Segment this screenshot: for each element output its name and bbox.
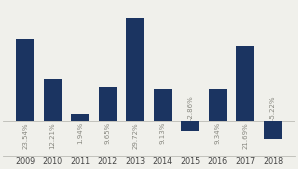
Text: 1.94%: 1.94% (77, 122, 83, 144)
Text: 9.65%: 9.65% (105, 122, 111, 144)
Text: 29.72%: 29.72% (132, 122, 138, 149)
Text: 9.34%: 9.34% (215, 122, 221, 144)
Text: 23.54%: 23.54% (22, 122, 28, 149)
Bar (126, 18, 144, 121)
Text: 9.13%: 9.13% (160, 122, 166, 144)
Bar (264, 121, 282, 139)
Bar (237, 46, 254, 121)
Bar (16, 39, 34, 121)
Bar (99, 88, 117, 121)
Text: 21.69%: 21.69% (243, 122, 249, 149)
Text: 12.21%: 12.21% (49, 122, 55, 149)
Bar (71, 114, 89, 121)
Bar (154, 89, 172, 121)
Text: -5.22%: -5.22% (270, 95, 276, 120)
Bar (44, 79, 61, 121)
Bar (181, 121, 199, 131)
Bar (209, 89, 227, 121)
Text: -2.86%: -2.86% (187, 95, 193, 120)
